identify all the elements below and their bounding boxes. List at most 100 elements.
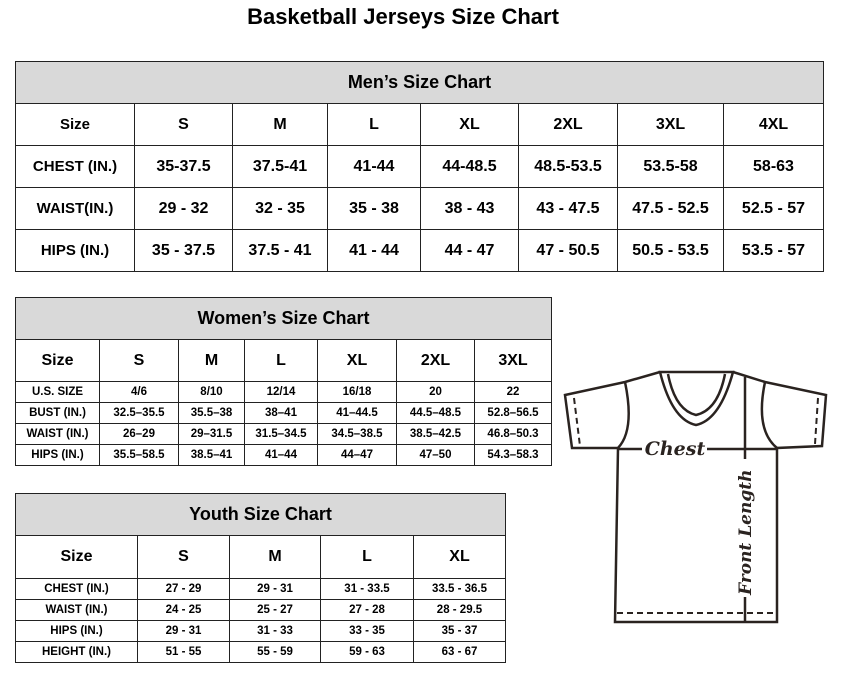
- size-cell: XL: [317, 339, 397, 382]
- size-cell: 47 - 50.5: [518, 229, 618, 272]
- size-cell: 38–41: [244, 402, 318, 424]
- size-cell: 37.5-41: [232, 145, 328, 188]
- size-cell: 12/14: [244, 381, 318, 403]
- youth-size-table: Youth Size Chart Size S M L XL CHEST (IN.) 27 …: [14, 493, 507, 663]
- size-cell: 35-37.5: [134, 145, 233, 188]
- size-cell: 28 - 29.5: [412, 599, 507, 621]
- size-cell: 29 - 31: [137, 620, 230, 642]
- size-cell: M: [178, 339, 245, 382]
- size-cell: 46.8–50.3: [473, 423, 553, 445]
- size-cell: 41 - 44: [327, 229, 421, 272]
- table-row: HEIGHT (IN.) 51 - 55 55 - 59 59 - 63 63 - 67: [15, 641, 507, 663]
- size-cell: 55 - 59: [229, 641, 321, 663]
- page-title: Basketball Jerseys Size Chart: [247, 4, 559, 29]
- row-label: HIPS (IN.): [15, 444, 100, 466]
- size-cell: 26–29: [99, 423, 179, 445]
- size-cell: 35.5–58.5: [99, 444, 179, 466]
- size-cell: L: [320, 535, 414, 579]
- size-cell: 20: [396, 381, 475, 403]
- size-cell: 32.5–35.5: [99, 402, 179, 424]
- size-cell: M: [232, 103, 328, 146]
- size-cell: 35 - 37: [412, 620, 507, 642]
- size-cell: 29 - 32: [134, 187, 233, 230]
- row-label: WAIST (IN.): [15, 423, 100, 445]
- size-cell: 41–44.5: [317, 402, 397, 424]
- size-cell: 50.5 - 53.5: [617, 229, 724, 272]
- size-cell: 52.8–56.5: [473, 402, 553, 424]
- table-row: BUST (IN.) 32.5–35.5 35.5–38 38–41 41–44.5 44…: [15, 402, 553, 424]
- chest-label: Chest: [645, 438, 706, 460]
- size-cell: 38.5–41: [178, 444, 245, 466]
- size-cell: 31 - 33.5: [320, 578, 414, 600]
- size-cell: 47–50: [396, 444, 475, 466]
- size-cell: 44-48.5: [420, 145, 519, 188]
- size-cell: 24 - 25: [137, 599, 230, 621]
- size-cell: 41-44: [327, 145, 421, 188]
- row-label: CHEST (IN.): [15, 578, 138, 600]
- size-cell: 2XL: [396, 339, 475, 382]
- size-cell: 37.5 - 41: [232, 229, 328, 272]
- size-cell: 2XL: [518, 103, 618, 146]
- row-label: WAIST (IN.): [15, 599, 138, 621]
- shirt-outline-icon: [563, 370, 828, 624]
- size-cell: 38 - 43: [420, 187, 519, 230]
- row-label: CHEST (IN.): [15, 145, 135, 188]
- row-label: HIPS (IN.): [15, 620, 138, 642]
- row-label: Size: [15, 103, 135, 146]
- mens-size-table: Men’s Size Chart Size S M L XL 2XL 3XL 4XL CHEST…: [15, 61, 824, 272]
- size-cell: 59 - 63: [320, 641, 414, 663]
- size-cell: 54.3–58.3: [473, 444, 553, 466]
- size-cell: 53.5 - 57: [723, 229, 824, 272]
- size-cell: 44–47: [317, 444, 397, 466]
- row-label: Size: [15, 339, 100, 382]
- size-cell: 32 - 35: [232, 187, 328, 230]
- row-label: U.S. SIZE: [15, 381, 100, 403]
- size-cell: XL: [420, 103, 519, 146]
- row-label: Size: [15, 535, 138, 579]
- row-label: WAIST(IN.): [15, 187, 135, 230]
- table-row: HIPS (IN.) 35.5–58.5 38.5–41 41–44 44–47 47–5…: [15, 444, 553, 466]
- size-cell: 34.5–38.5: [317, 423, 397, 445]
- size-cell: S: [137, 535, 230, 579]
- size-cell: 63 - 67: [412, 641, 507, 663]
- row-label: BUST (IN.): [15, 402, 100, 424]
- size-cell: 41–44: [244, 444, 318, 466]
- table-row: HIPS (IN.) 35 - 37.5 37.5 - 41 41 - 44 44 - …: [15, 229, 824, 272]
- size-cell: 35 - 38: [327, 187, 421, 230]
- jersey-diagram: Chest Front Length: [563, 370, 828, 624]
- table-row: U.S. SIZE 4/6 8/10 12/14 16/18 20 22: [15, 381, 553, 403]
- size-cell: 3XL: [617, 103, 724, 146]
- table-row: WAIST (IN.) 26–29 29–31.5 31.5–34.5 34.5–38.…: [15, 423, 553, 445]
- table-row: WAIST(IN.) 29 - 32 32 - 35 35 - 38 38 - 43 43…: [15, 187, 824, 230]
- size-cell: 29 - 31: [229, 578, 321, 600]
- size-cell: 31.5–34.5: [244, 423, 318, 445]
- size-cell: 4/6: [99, 381, 179, 403]
- size-cell: 53.5-58: [617, 145, 724, 188]
- youth-table-title: Youth Size Chart: [14, 493, 507, 536]
- size-cell: 33 - 35: [320, 620, 414, 642]
- table-row: CHEST (IN.) 35-37.5 37.5-41 41-44 44-48.5 48.…: [15, 145, 824, 188]
- size-cell: 44 - 47: [420, 229, 519, 272]
- size-cell: 38.5–42.5: [396, 423, 475, 445]
- size-cell: 48.5-53.5: [518, 145, 618, 188]
- size-cell: 3XL: [473, 339, 553, 382]
- size-cell: S: [134, 103, 233, 146]
- size-cell: M: [229, 535, 321, 579]
- header-row: Size S M L XL: [15, 535, 507, 579]
- size-cell: 31 - 33: [229, 620, 321, 642]
- size-cell: 29–31.5: [178, 423, 245, 445]
- womens-table-title: Women’s Size Chart: [14, 297, 553, 340]
- size-cell: 8/10: [178, 381, 245, 403]
- size-cell: S: [99, 339, 179, 382]
- size-cell: 22: [473, 381, 553, 403]
- size-cell: 16/18: [317, 381, 397, 403]
- size-cell: 35.5–38: [178, 402, 245, 424]
- size-cell: 44.5–48.5: [396, 402, 475, 424]
- row-label: HIPS (IN.): [15, 229, 135, 272]
- size-cell: 4XL: [723, 103, 824, 146]
- size-cell: 35 - 37.5: [134, 229, 233, 272]
- table-row: CHEST (IN.) 27 - 29 29 - 31 31 - 33.5 33.5 -…: [15, 578, 507, 600]
- header-row: Size S M L XL 2XL 3XL 4XL: [15, 103, 824, 146]
- mens-table-title: Men’s Size Chart: [15, 61, 824, 104]
- table-row: WAIST (IN.) 24 - 25 25 - 27 27 - 28 28 - 29.…: [15, 599, 507, 621]
